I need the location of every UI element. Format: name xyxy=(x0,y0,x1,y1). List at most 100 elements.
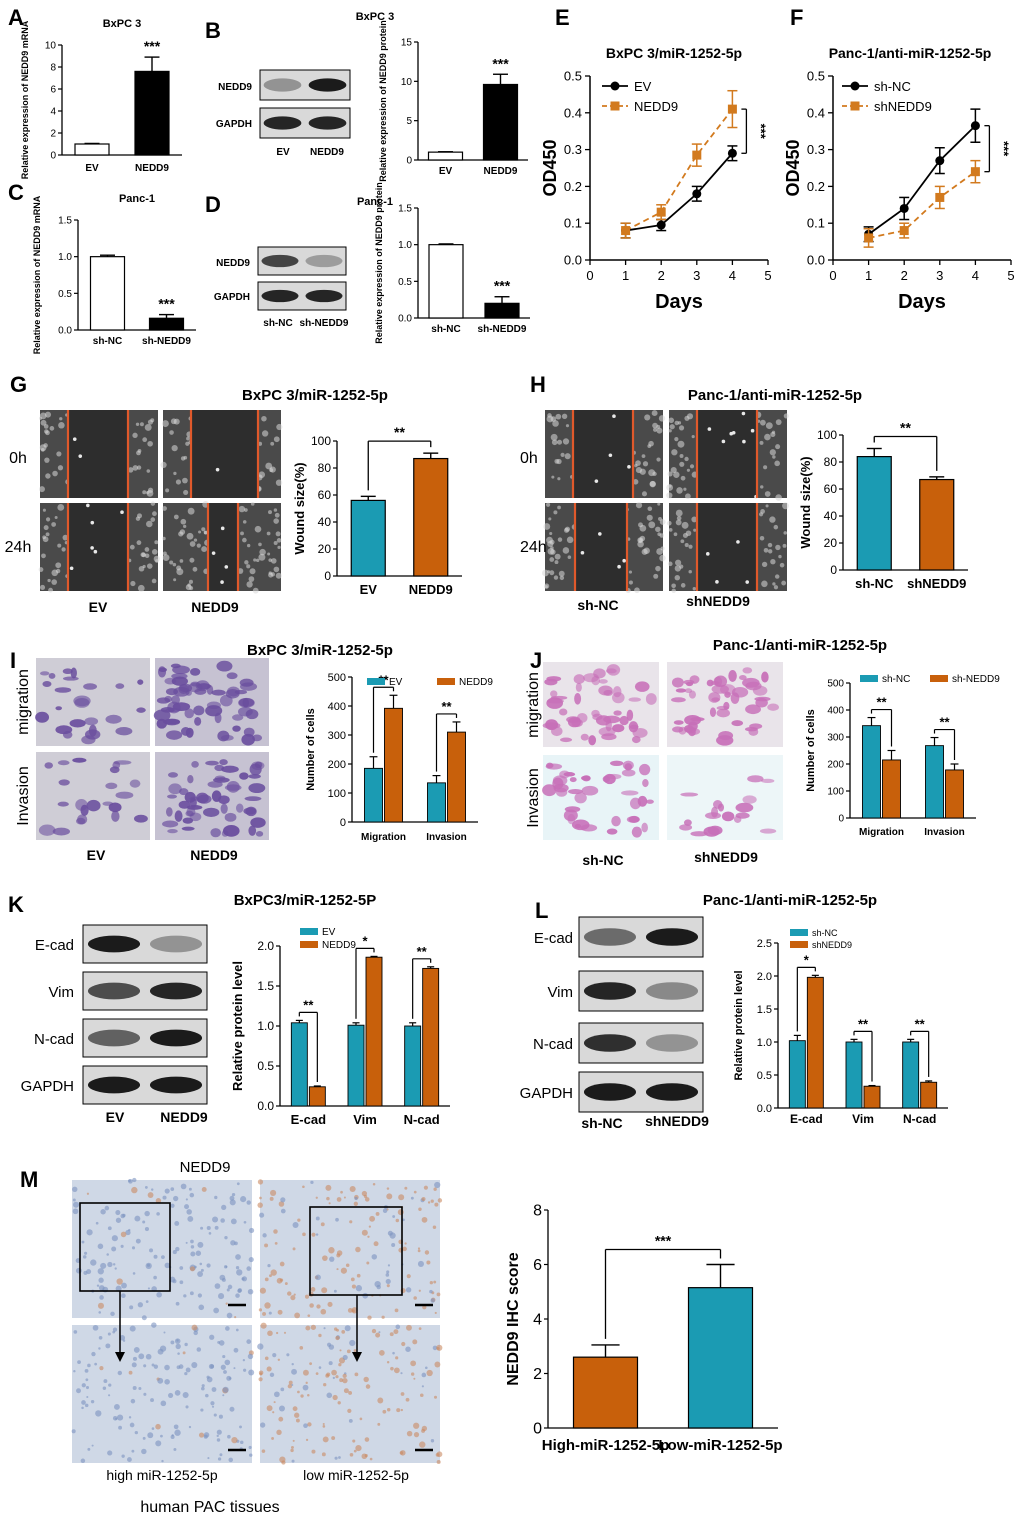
tissue-texture xyxy=(363,1376,369,1383)
stained-cell xyxy=(207,781,223,788)
tissue-texture xyxy=(242,1359,246,1362)
blot-lane-label: shNEDD9 xyxy=(645,1113,709,1129)
bar xyxy=(134,70,170,156)
tissue-texture xyxy=(397,1209,404,1216)
cell-texture xyxy=(144,553,150,559)
tissue-texture xyxy=(185,1405,189,1409)
cell-texture xyxy=(741,411,746,416)
cell-texture xyxy=(644,414,651,421)
bar xyxy=(384,707,403,823)
tissue-texture xyxy=(120,1293,126,1299)
tissue-texture xyxy=(229,1406,235,1412)
cell-texture xyxy=(742,439,746,444)
tissue-texture xyxy=(81,1406,84,1410)
bar xyxy=(365,956,383,1107)
x-axis-label: Days xyxy=(898,291,946,313)
tissue-texture xyxy=(315,1196,318,1199)
tissue-texture xyxy=(356,1273,361,1278)
zoom-box xyxy=(309,1206,403,1296)
cell-texture xyxy=(773,524,779,530)
tissue-texture xyxy=(413,1432,420,1438)
y-tick-label: 1.5 xyxy=(257,979,274,993)
tissue-texture xyxy=(119,1335,126,1341)
tissue-texture xyxy=(122,1339,126,1342)
tissue-texture xyxy=(342,1373,347,1379)
cell-texture xyxy=(760,485,764,489)
cell-texture xyxy=(782,543,787,548)
cell-texture xyxy=(142,490,147,495)
tissue-texture xyxy=(170,1203,175,1208)
tissue-texture xyxy=(183,1294,187,1298)
cell-texture xyxy=(240,531,244,536)
cell-texture xyxy=(763,465,768,470)
cell-texture xyxy=(550,416,557,422)
data-point xyxy=(727,148,737,158)
tissue-texture xyxy=(231,1436,238,1444)
cell-texture xyxy=(628,570,633,574)
tissue-texture xyxy=(184,1204,190,1210)
stained-cell xyxy=(631,735,641,744)
stained-cell xyxy=(239,678,254,687)
y-tick-label: 1.0 xyxy=(257,1019,274,1033)
tissue-texture xyxy=(208,1232,212,1235)
tissue-texture xyxy=(348,1418,353,1423)
cell-texture xyxy=(775,544,781,551)
tissue-texture xyxy=(132,1272,136,1275)
tissue-texture xyxy=(434,1311,437,1315)
y-tick-label: 80 xyxy=(824,455,838,469)
stained-cell xyxy=(747,775,764,783)
tissue-texture xyxy=(331,1436,336,1440)
blot-row-label: GAPDH xyxy=(214,292,250,303)
tissue-texture xyxy=(364,1437,370,1442)
tissue-texture xyxy=(80,1458,86,1464)
legend-label: sh-NEDD9 xyxy=(952,674,1000,685)
significance-marker: *** xyxy=(492,55,509,71)
bar xyxy=(74,143,110,156)
tissue-texture xyxy=(218,1340,225,1346)
tissue-texture xyxy=(155,1423,161,1430)
tissue-texture xyxy=(347,1408,352,1413)
tissue-texture xyxy=(369,1457,373,1461)
tissue-texture xyxy=(185,1367,191,1373)
tissue-texture xyxy=(200,1268,204,1272)
tissue-texture xyxy=(352,1439,356,1443)
cell-texture xyxy=(120,510,124,515)
stained-cell xyxy=(679,824,693,831)
tissue-texture xyxy=(281,1460,286,1465)
protein-band xyxy=(583,1034,637,1052)
tissue-texture xyxy=(335,1217,339,1222)
tissue-texture xyxy=(170,1187,175,1191)
tissue-texture xyxy=(292,1222,299,1229)
tissue-texture xyxy=(233,1367,236,1370)
panel-letter-c: C xyxy=(8,180,24,205)
tissue-texture xyxy=(141,1315,147,1321)
stained-cell xyxy=(170,663,181,669)
tissue-texture xyxy=(170,1434,175,1440)
tissue-texture xyxy=(336,1268,339,1271)
cell-texture xyxy=(57,504,65,511)
tissue-texture xyxy=(379,1350,385,1356)
cell-texture xyxy=(277,545,281,549)
stained-cell xyxy=(108,802,122,813)
tissue-texture xyxy=(105,1343,111,1349)
tissue-texture xyxy=(382,1409,387,1414)
tissue-texture xyxy=(375,1212,380,1216)
data-point xyxy=(970,167,980,177)
tissue-texture xyxy=(224,1359,231,1366)
protein-band xyxy=(263,78,302,92)
stained-cell xyxy=(626,816,640,823)
tissue-texture xyxy=(186,1209,192,1215)
cell-texture xyxy=(548,517,552,521)
blot-row-label: NEDD9 xyxy=(218,82,252,93)
cell-texture xyxy=(550,549,556,555)
tissue-texture xyxy=(434,1181,441,1189)
row-label: Invasion xyxy=(15,766,32,826)
micrograph xyxy=(72,1325,252,1463)
tissue-texture xyxy=(382,1208,388,1213)
tissue-texture xyxy=(291,1362,294,1366)
tissue-texture xyxy=(247,1288,254,1295)
zoom-arrow-head xyxy=(115,1352,125,1362)
cell-texture xyxy=(721,439,726,444)
tissue-texture xyxy=(174,1429,181,1436)
tissue-texture xyxy=(243,1220,247,1224)
